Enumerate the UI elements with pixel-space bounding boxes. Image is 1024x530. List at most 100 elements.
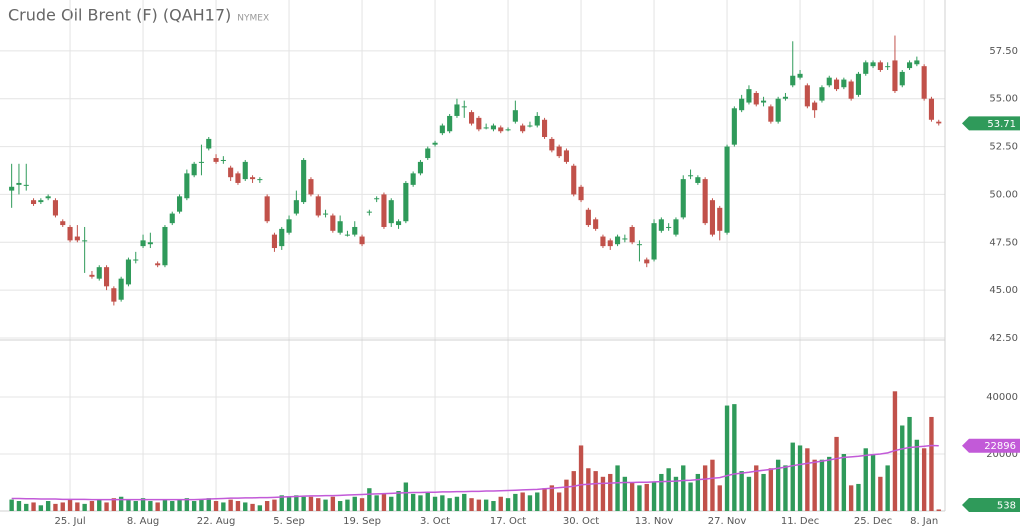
volume-bar bbox=[783, 465, 788, 511]
candle-body bbox=[870, 62, 876, 67]
volume-bar bbox=[556, 492, 562, 511]
volume-bar bbox=[841, 454, 847, 511]
volume-bar bbox=[615, 465, 620, 511]
candle-body bbox=[855, 73, 862, 95]
x-tick-label: 17. Oct bbox=[490, 516, 526, 527]
volume-bar bbox=[279, 495, 284, 511]
volume-bar bbox=[111, 498, 117, 511]
x-tick-label: 13. Nov bbox=[635, 516, 674, 527]
candle-body bbox=[155, 263, 161, 266]
candle-body bbox=[534, 115, 540, 126]
volume-bar bbox=[228, 499, 233, 511]
volume-bar bbox=[454, 496, 460, 511]
volume-bar bbox=[67, 499, 73, 511]
candle-body bbox=[483, 127, 489, 129]
candle-body bbox=[571, 165, 577, 195]
candle-body bbox=[147, 242, 153, 245]
y-tick-label: 55.00 bbox=[989, 94, 1018, 105]
volume-bar bbox=[717, 485, 722, 511]
candle-body bbox=[921, 66, 927, 99]
candle-body bbox=[30, 200, 37, 204]
y-tick-label: 50.00 bbox=[989, 189, 1018, 200]
volume-bar bbox=[24, 503, 29, 511]
y-tick-label: 20000 bbox=[986, 449, 1018, 460]
volume-bar bbox=[345, 499, 350, 511]
volume-bar bbox=[148, 501, 153, 511]
candle-body bbox=[242, 161, 248, 180]
candle-body bbox=[877, 62, 883, 70]
x-tick-label: 5. Sep bbox=[273, 516, 305, 527]
candle-body bbox=[381, 194, 387, 227]
candle-body bbox=[833, 79, 840, 90]
volume-bar bbox=[819, 459, 825, 511]
volume-bar bbox=[739, 471, 744, 511]
candle-body bbox=[228, 167, 234, 178]
volume-bar bbox=[812, 459, 817, 511]
y-tick-label: 52.50 bbox=[989, 142, 1018, 153]
volume-bar bbox=[447, 498, 452, 511]
volume-bar bbox=[651, 482, 657, 511]
volume-bar bbox=[600, 476, 606, 511]
volume-bar bbox=[936, 509, 941, 511]
candle-body bbox=[308, 179, 314, 195]
volume-bar bbox=[754, 465, 759, 511]
candle-body bbox=[191, 163, 197, 176]
volume-bar bbox=[235, 501, 241, 511]
candle-body bbox=[198, 161, 205, 163]
volume-bar bbox=[885, 465, 890, 511]
value-tag bbox=[962, 438, 1020, 453]
volume-bar bbox=[316, 498, 321, 511]
volume-bar bbox=[89, 501, 95, 511]
volume-bar bbox=[432, 496, 438, 511]
volume-bar bbox=[746, 476, 752, 511]
volume-bar bbox=[483, 499, 489, 511]
volume-bar bbox=[775, 459, 781, 511]
candle-body bbox=[82, 240, 88, 242]
volume-bar bbox=[462, 493, 467, 511]
x-tick-label: 11. Dec bbox=[781, 516, 819, 527]
candle-body bbox=[330, 215, 336, 231]
candle-body bbox=[395, 221, 402, 226]
volume-bar bbox=[673, 476, 679, 511]
volume-bar bbox=[272, 499, 277, 511]
candle-body bbox=[885, 66, 891, 68]
candle-body bbox=[512, 110, 518, 122]
candle-body bbox=[498, 127, 504, 132]
volume-bar bbox=[768, 468, 774, 511]
volume-bar bbox=[520, 492, 525, 511]
y-tick-label: 42.50 bbox=[989, 333, 1018, 344]
volume-bar bbox=[790, 442, 795, 511]
x-tick-label: 3. Oct bbox=[420, 516, 450, 527]
volume-bar bbox=[389, 496, 394, 511]
candle-body bbox=[520, 125, 526, 132]
volume-bar bbox=[213, 501, 219, 511]
volume-bar bbox=[505, 498, 511, 511]
candle-body bbox=[578, 186, 584, 201]
x-tick-label: 25. Dec bbox=[854, 516, 892, 527]
candle-body bbox=[162, 226, 168, 266]
volume-bar bbox=[491, 501, 496, 511]
volume-bar bbox=[38, 505, 44, 511]
candle-body bbox=[782, 96, 789, 99]
volume-bar bbox=[914, 439, 920, 511]
value-tag bbox=[962, 116, 1020, 131]
volume-bar bbox=[133, 501, 138, 511]
candle-body bbox=[23, 184, 29, 186]
volume-bar bbox=[629, 482, 635, 511]
volume-bar bbox=[425, 492, 430, 511]
volume-bar bbox=[929, 416, 934, 511]
candle-body bbox=[746, 89, 752, 103]
candle-body bbox=[600, 236, 606, 247]
candle-body bbox=[125, 259, 132, 285]
candle-body bbox=[790, 75, 796, 86]
candle-body bbox=[315, 196, 321, 216]
candle-body bbox=[914, 60, 920, 65]
candle-body bbox=[257, 179, 263, 181]
candle-body bbox=[337, 221, 343, 233]
candle-body bbox=[797, 73, 803, 78]
x-tick-label: 8. Jan bbox=[910, 516, 938, 527]
volume-bar bbox=[856, 483, 861, 511]
volume-bar bbox=[155, 502, 160, 511]
candle-body bbox=[556, 146, 562, 157]
volume-bar bbox=[571, 471, 576, 511]
